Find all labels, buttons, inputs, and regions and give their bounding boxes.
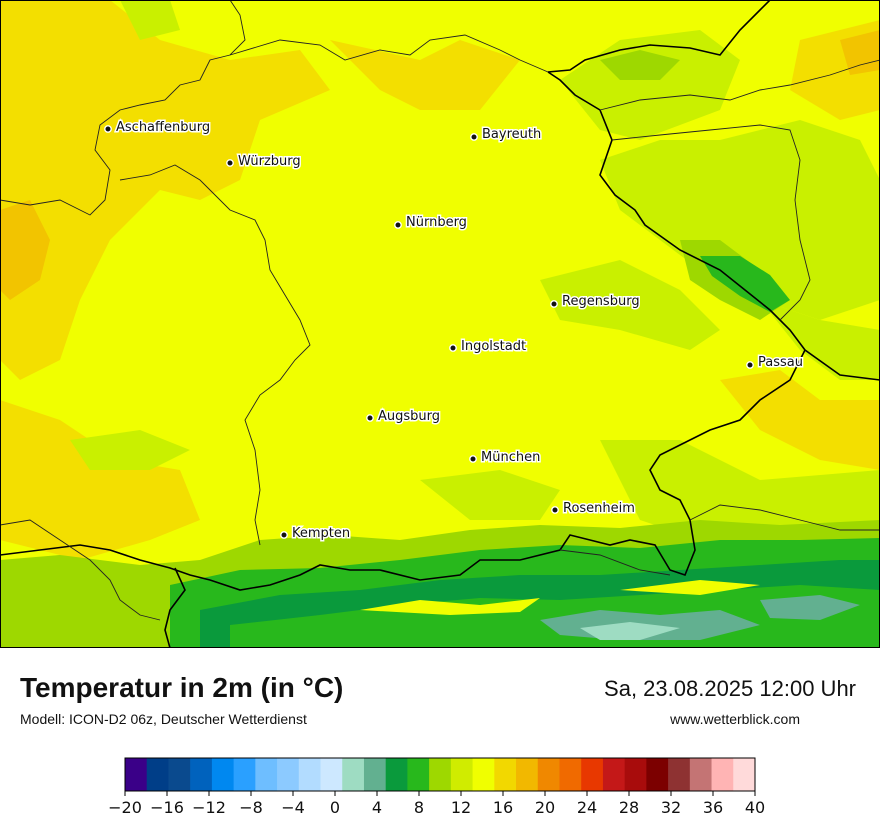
city-ingolstadt: Ingolstadt [449,338,528,356]
bavarian-forest-green [700,256,790,312]
city-label: Würzburg [238,154,301,169]
legend-tick-label: 36 [703,798,723,817]
legend-swatch [146,758,169,791]
legend-swatch [668,758,691,791]
footer [0,648,880,830]
legend-swatch [733,758,756,791]
city-rosenheim: Rosenheim [551,500,636,518]
cool-areas [70,0,880,540]
legend-swatch [363,758,387,791]
city-label: Passau [758,355,803,370]
legend-swatch [494,758,517,791]
legend-tick-label: −16 [150,798,184,817]
legend-tick-label: −8 [239,798,263,817]
legend-tick-label: 12 [451,798,471,817]
city-augsburg: Augsburg [366,408,442,426]
legend-swatch [516,758,539,791]
legend-tick-label: −4 [281,798,305,817]
legend-swatch [559,758,582,791]
city-aschaffenburg: Aschaffenburg [104,119,212,137]
legend-swatch [450,758,473,791]
legend-swatch [342,758,365,791]
city-label: Rosenheim [563,501,635,516]
legend-swatch [233,758,256,791]
legend-tick-label: 24 [577,798,597,817]
city-label: Ingolstadt [461,339,526,354]
legend-tick-label: 0 [330,798,340,817]
city-label: Augsburg [378,409,440,424]
legend-tick-label: 16 [493,798,513,817]
legend-swatch [255,758,278,791]
legend-swatch [298,758,321,791]
legend-swatch [646,758,669,791]
city-label: Nürnberg [406,215,467,230]
legend-tick-label: 32 [661,798,681,817]
city-label: München [481,450,540,465]
city-muenchen: München [469,449,542,467]
city-label: Regensburg [562,294,640,309]
city-label: Aschaffenburg [116,120,210,135]
color-legend: −20 −16 −12 −8 −4 0 4 8 12 16 20 24 28 32 36 40 [108,757,765,817]
forecast-datetime: Sa, 23.08.2025 12:00 Uhr [604,676,856,701]
legend-swatch [125,758,148,791]
legend-tick-label: 28 [619,798,639,817]
legend-tick-label: −20 [108,798,142,817]
city-markers: Aschaffenburg Würzburg Bayreuth Nürnberg… [104,119,804,543]
legend-swatches [124,757,756,792]
legend-tick-label: −12 [192,798,226,817]
legend-swatch [385,758,408,791]
legend-swatch [407,758,430,791]
legend-tick-label: 40 [745,798,765,817]
legend-tick-label: 8 [414,798,424,817]
legend-ticks: −20 −16 −12 −8 −4 0 4 8 12 16 20 24 28 32 36 40 [108,791,765,817]
map-title: Temperatur in 2m (in °C) [20,672,344,703]
city-label: Kempten [292,526,350,541]
city-nuernberg: Nürnberg [394,214,468,232]
legend-swatch [320,758,343,791]
city-regensburg: Regensburg [550,293,641,311]
legend-swatch [190,758,213,791]
legend-swatch [168,758,191,791]
city-label: Bayreuth [482,127,541,142]
legend-swatch [602,758,626,791]
legend-swatch [277,758,300,791]
temperature-map: Aschaffenburg Würzburg Bayreuth Nürnberg… [0,0,880,648]
legend-tick-label: 20 [535,798,555,817]
state-borders [0,0,880,621]
city-passau: Passau [746,354,804,372]
legend-swatch [472,758,495,791]
legend-swatch [429,758,452,791]
legend-swatch [211,758,235,791]
city-wuerzburg: Würzburg [226,153,302,171]
alpine-region [0,520,880,648]
legend-swatch [624,758,647,791]
country-borders [0,0,880,648]
legend-swatch [581,758,604,791]
model-source: Modell: ICON-D2 06z, Deutscher Wetterdie… [20,711,307,727]
legend-tick-label: 4 [372,798,382,817]
city-bayreuth: Bayreuth [470,126,543,144]
city-kempten: Kempten [280,525,352,543]
legend-frame [124,757,756,792]
legend-swatch [689,758,712,791]
legend-swatch [711,758,734,791]
website-link[interactable]: www.wetterblick.com [670,711,800,727]
legend-swatch [537,758,560,791]
